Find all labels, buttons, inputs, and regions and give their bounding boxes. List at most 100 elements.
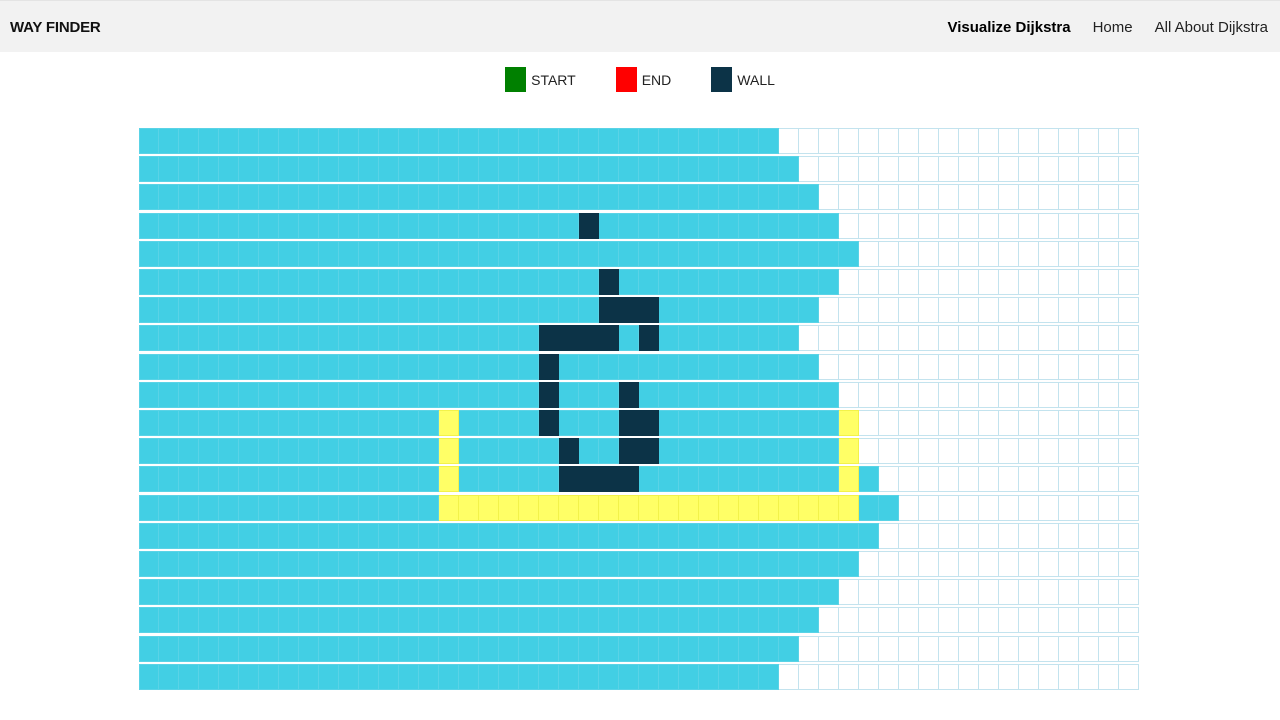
- grid-cell[interactable]: [999, 551, 1019, 577]
- visited-cell[interactable]: [299, 156, 319, 182]
- visited-cell[interactable]: [679, 410, 699, 436]
- visited-cell[interactable]: [519, 579, 539, 605]
- visited-cell[interactable]: [339, 410, 359, 436]
- visited-cell[interactable]: [619, 607, 639, 633]
- visited-cell[interactable]: [379, 184, 399, 210]
- visited-cell[interactable]: [779, 269, 799, 295]
- grid-cell[interactable]: [839, 579, 859, 605]
- visited-cell[interactable]: [139, 382, 159, 408]
- visited-cell[interactable]: [319, 495, 339, 521]
- visited-cell[interactable]: [279, 213, 299, 239]
- visited-cell[interactable]: [299, 607, 319, 633]
- visited-cell[interactable]: [279, 466, 299, 492]
- grid-cell[interactable]: [1059, 241, 1079, 267]
- visited-cell[interactable]: [399, 269, 419, 295]
- visited-cell[interactable]: [499, 156, 519, 182]
- visited-cell[interactable]: [759, 213, 779, 239]
- visited-cell[interactable]: [339, 664, 359, 690]
- visited-cell[interactable]: [459, 382, 479, 408]
- visited-cell[interactable]: [459, 664, 479, 690]
- nav-link-visualize-dijkstra[interactable]: Visualize Dijkstra: [947, 19, 1071, 36]
- grid-cell[interactable]: [839, 325, 859, 351]
- visited-cell[interactable]: [479, 184, 499, 210]
- grid-cell[interactable]: [999, 269, 1019, 295]
- visited-cell[interactable]: [519, 607, 539, 633]
- grid-cell[interactable]: [899, 523, 919, 549]
- wall-cell[interactable]: [539, 354, 559, 380]
- grid-cell[interactable]: [919, 213, 939, 239]
- visited-cell[interactable]: [379, 241, 399, 267]
- visited-cell[interactable]: [659, 128, 679, 154]
- grid-cell[interactable]: [819, 354, 839, 380]
- visited-cell[interactable]: [559, 128, 579, 154]
- visited-cell[interactable]: [179, 213, 199, 239]
- visited-cell[interactable]: [339, 551, 359, 577]
- visited-cell[interactable]: [219, 128, 239, 154]
- visited-cell[interactable]: [759, 636, 779, 662]
- grid-cell[interactable]: [939, 184, 959, 210]
- visited-cell[interactable]: [819, 382, 839, 408]
- visited-cell[interactable]: [679, 579, 699, 605]
- visited-cell[interactable]: [199, 354, 219, 380]
- visited-cell[interactable]: [699, 128, 719, 154]
- grid-cell[interactable]: [899, 438, 919, 464]
- grid-cell[interactable]: [939, 325, 959, 351]
- visited-cell[interactable]: [639, 382, 659, 408]
- visited-cell[interactable]: [319, 607, 339, 633]
- visited-cell[interactable]: [279, 269, 299, 295]
- visited-cell[interactable]: [199, 636, 219, 662]
- visited-cell[interactable]: [239, 410, 259, 436]
- visited-cell[interactable]: [379, 297, 399, 323]
- visited-cell[interactable]: [259, 410, 279, 436]
- visited-cell[interactable]: [219, 382, 239, 408]
- grid-cell[interactable]: [1079, 664, 1099, 690]
- grid-cell[interactable]: [839, 269, 859, 295]
- path-cell[interactable]: [439, 410, 459, 436]
- grid-cell[interactable]: [1019, 213, 1039, 239]
- path-cell[interactable]: [719, 495, 739, 521]
- grid-cell[interactable]: [1119, 466, 1139, 492]
- visited-cell[interactable]: [859, 495, 879, 521]
- visited-cell[interactable]: [519, 213, 539, 239]
- visited-cell[interactable]: [559, 579, 579, 605]
- visited-cell[interactable]: [439, 156, 459, 182]
- visited-cell[interactable]: [479, 325, 499, 351]
- visited-cell[interactable]: [279, 636, 299, 662]
- visited-cell[interactable]: [279, 664, 299, 690]
- grid-cell[interactable]: [819, 297, 839, 323]
- visited-cell[interactable]: [239, 213, 259, 239]
- visited-cell[interactable]: [159, 213, 179, 239]
- grid-cell[interactable]: [979, 354, 999, 380]
- grid-cell[interactable]: [1059, 213, 1079, 239]
- visited-cell[interactable]: [519, 438, 539, 464]
- grid-cell[interactable]: [999, 184, 1019, 210]
- visited-cell[interactable]: [439, 325, 459, 351]
- visited-cell[interactable]: [299, 636, 319, 662]
- visited-cell[interactable]: [339, 184, 359, 210]
- visited-cell[interactable]: [739, 607, 759, 633]
- visited-cell[interactable]: [419, 579, 439, 605]
- visited-cell[interactable]: [179, 579, 199, 605]
- visited-cell[interactable]: [179, 607, 199, 633]
- grid-cell[interactable]: [859, 438, 879, 464]
- grid-cell[interactable]: [879, 438, 899, 464]
- visited-cell[interactable]: [319, 466, 339, 492]
- visited-cell[interactable]: [459, 297, 479, 323]
- grid-cell[interactable]: [999, 636, 1019, 662]
- grid-cell[interactable]: [939, 241, 959, 267]
- visited-cell[interactable]: [779, 636, 799, 662]
- grid-cell[interactable]: [839, 664, 859, 690]
- visited-cell[interactable]: [479, 466, 499, 492]
- grid-cell[interactable]: [1099, 438, 1119, 464]
- grid-cell[interactable]: [1039, 551, 1059, 577]
- visited-cell[interactable]: [679, 636, 699, 662]
- grid-cell[interactable]: [839, 607, 859, 633]
- grid-cell[interactable]: [1079, 466, 1099, 492]
- grid-cell[interactable]: [839, 184, 859, 210]
- visited-cell[interactable]: [339, 241, 359, 267]
- path-cell[interactable]: [679, 495, 699, 521]
- grid-cell[interactable]: [959, 128, 979, 154]
- visited-cell[interactable]: [779, 354, 799, 380]
- visited-cell[interactable]: [359, 156, 379, 182]
- grid-cell[interactable]: [939, 664, 959, 690]
